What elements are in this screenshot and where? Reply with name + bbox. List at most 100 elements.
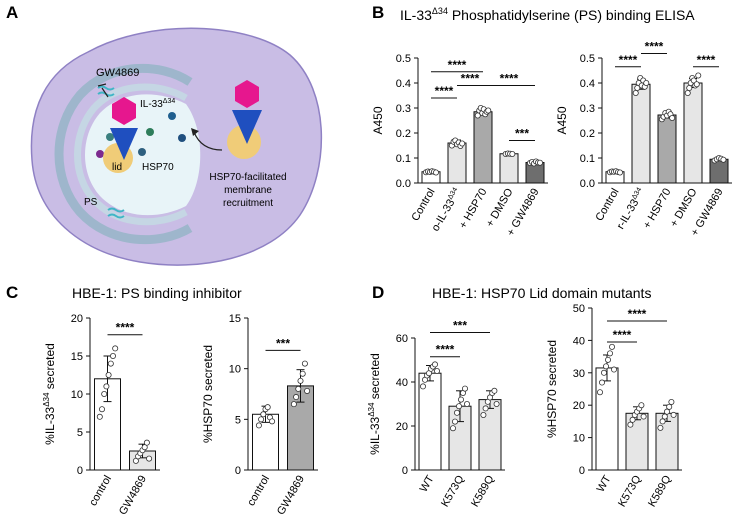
recruitment-label-1: HSP70-facilitated: [209, 172, 286, 183]
data-point: [255, 422, 262, 429]
data-point: [457, 396, 464, 403]
data-point: [627, 421, 634, 428]
y-tick-label: 0: [235, 465, 241, 477]
cargo-dot: [138, 148, 146, 156]
y-axis-label: %IL-33Δ34 secreted: [367, 353, 382, 455]
chart-c-right: 0 5 10 15 %HSP70 secreted control GW4869 ***: [201, 313, 318, 517]
data-point: [105, 371, 112, 378]
data-point: [269, 418, 276, 425]
hsp70-lid-domain: [227, 125, 261, 159]
data-point: [258, 416, 265, 423]
x-tick-label: WT: [595, 473, 614, 494]
y-tick-label: 20: [71, 313, 83, 325]
panel-a-schematic: GW4869 IL-33Δ34 lid HSP70 PS HSP70-facil…: [30, 27, 323, 266]
recruitment-arrow: [193, 131, 223, 151]
y-tick-label: 40: [396, 377, 408, 389]
data-point: [299, 370, 306, 377]
data-point: [640, 413, 647, 420]
x-tick-label: WT: [418, 473, 437, 494]
y-tick-label: 0.3: [396, 103, 411, 115]
y-tick-label: 15: [71, 351, 83, 363]
panel-c-title: HBE-1: PS binding inhibitor: [72, 285, 242, 301]
data-point: [607, 350, 614, 357]
bar: [657, 114, 677, 184]
y-tick-label: 30: [573, 368, 585, 380]
y-tick-label: 60: [396, 333, 408, 345]
data-point: [453, 409, 460, 416]
significance-label: ****: [448, 58, 467, 72]
y-tick-label: 20: [396, 421, 408, 433]
data-point: [463, 400, 470, 407]
data-point: [632, 90, 639, 97]
data-point: [260, 411, 267, 418]
data-point: [686, 85, 693, 92]
data-point: [264, 404, 271, 411]
cargo-dot: [146, 128, 154, 136]
bar: [625, 412, 649, 471]
x-tick-label: control: [245, 474, 272, 509]
significance-label: ****: [116, 321, 135, 335]
il33-hsp70-complex: [103, 97, 138, 173]
bar: [683, 82, 703, 184]
data-point: [638, 402, 645, 409]
data-point: [666, 403, 673, 410]
data-point: [661, 413, 668, 420]
y-tick-label: 50: [573, 303, 585, 315]
x-tick-label: Control: [409, 187, 437, 224]
panel-letter-a: A: [6, 3, 18, 22]
data-point: [293, 394, 300, 401]
significance-label: ***: [453, 319, 467, 333]
significance-label: ***: [515, 127, 529, 141]
bar: [447, 142, 467, 184]
data-point: [432, 169, 439, 176]
lipid-tail-icon: [107, 207, 125, 213]
lipid-tail-icon: [107, 213, 125, 219]
x-tick-label: GW4869: [117, 474, 149, 518]
bar: [473, 111, 493, 184]
significance-label: ****: [645, 40, 664, 54]
data-point: [459, 140, 466, 147]
data-point: [301, 360, 308, 367]
y-tick-label: 0.1: [396, 153, 411, 165]
data-point: [419, 383, 426, 390]
gw4869-label: GW4869: [96, 67, 139, 79]
data-point: [103, 383, 110, 390]
chart-d-right: 0 10 20 30 40 50 %HSP70 secreted WT K573Q K589Q **…: [545, 303, 682, 509]
recruitment-label-3: recruitment: [223, 198, 273, 209]
y-tick-label: 20: [573, 400, 585, 412]
data-point: [297, 377, 304, 384]
chart-b-right: 0.00.10.20.30.40.5A450Controlr-IL-33Δ34+…: [555, 40, 732, 238]
vesicle-membrane-outer: [54, 63, 193, 245]
y-tick-label: 0.5: [396, 53, 411, 65]
data-point: [509, 150, 516, 157]
data-point: [695, 72, 702, 79]
data-point: [146, 455, 153, 462]
data-point: [112, 345, 119, 352]
data-point: [629, 416, 636, 423]
recruitment-label-2: membrane: [224, 185, 272, 196]
data-point: [482, 405, 489, 412]
bar: [478, 399, 502, 471]
y-tick-label: 0.2: [580, 128, 595, 140]
hsp70-icon: [232, 110, 262, 144]
data-point: [601, 369, 608, 376]
cargo-dot: [178, 134, 186, 142]
data-point: [659, 418, 666, 425]
data-point: [668, 398, 675, 405]
x-tick-label: control: [87, 474, 114, 509]
data-point: [101, 390, 108, 397]
chart-c-left: 0 5 10 15 20 %IL-33Δ34 secreted control GW4869 *…: [42, 313, 160, 517]
x-tick-label: GW4869: [275, 474, 307, 518]
data-point: [684, 90, 691, 97]
data-point: [693, 81, 700, 88]
y-tick-label: 0.3: [580, 103, 595, 115]
data-point: [657, 424, 664, 431]
hsp70-icon: [110, 128, 138, 160]
significance-label: ****: [435, 84, 454, 98]
y-axis-label: %HSP70 secreted: [201, 345, 215, 443]
data-point: [433, 367, 440, 374]
y-tick-label: 10: [71, 389, 83, 401]
y-tick-label: 0: [77, 465, 83, 477]
y-tick-label: 40: [573, 335, 585, 347]
panel-b-title: IL-33Δ34 Phosphatidylserine (PS) binding…: [400, 6, 695, 23]
